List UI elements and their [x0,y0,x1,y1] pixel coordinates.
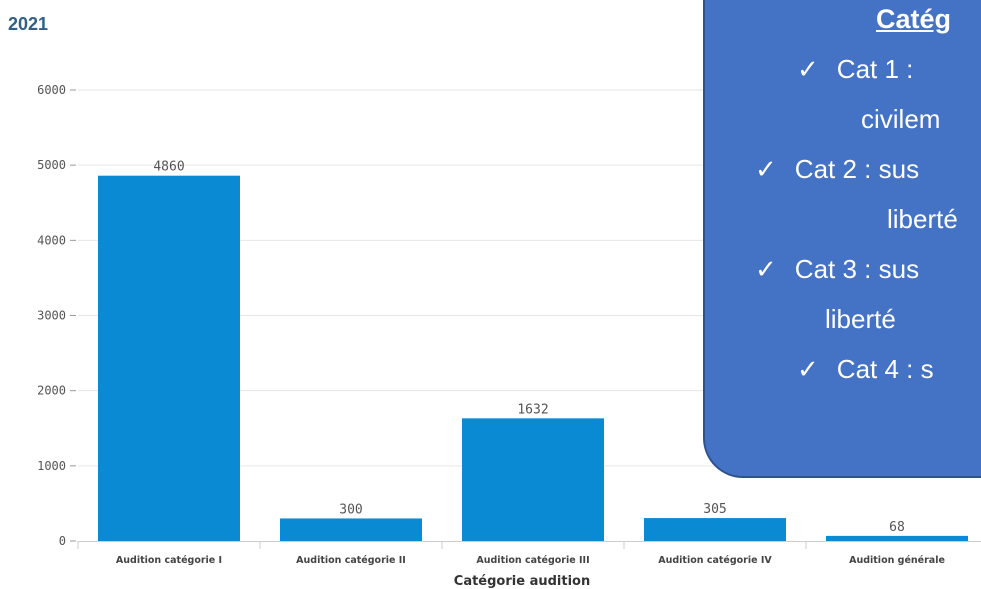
data-label: 68 [889,520,905,535]
data-label: 305 [703,502,726,517]
y-tick-label: 6000 [37,83,66,97]
y-tick-label: 1000 [37,459,66,473]
bar [98,175,240,541]
bar [280,518,422,541]
bar [826,535,968,541]
y-tick-label: 2000 [37,384,66,398]
checkmark-icon: ✓ [755,154,777,184]
x-tick-label: Audition catégorie II [296,555,406,566]
callout-item-cat1-cont: civilem [861,104,941,134]
bars: 4860 300 1632 305 68 [98,160,968,541]
x-tick-label: Audition catégorie I [116,555,222,566]
callout-item-cat4: ✓ Cat 4 : s [797,354,934,384]
bar [462,418,604,541]
y-tick-label: 5000 [37,158,66,172]
category-callout-box: Catég ✓ Cat 1 : civilem ✓ Cat 2 : sus libe… [703,0,981,478]
checkmark-icon: ✓ [755,254,777,284]
y-tick-label: 3000 [37,309,66,323]
checkmark-icon: ✓ [797,54,819,84]
x-tick-label: Audition catégorie III [476,555,589,566]
callout-item-cat2-cont: liberté [887,204,958,234]
y-axis-ticks: 0 1000 2000 3000 4000 5000 6000 [37,83,76,548]
callout-item-cat3-cont: liberté [825,304,896,334]
x-axis-title: Catégorie audition [454,574,590,589]
x-axis: Audition catégorie I Audition catégorie I… [77,541,981,566]
x-tick-label: Audition catégorie IV [658,555,772,566]
bar [644,518,786,541]
data-label: 300 [339,502,362,517]
callout-item-cat3: ✓ Cat 3 : sus [755,254,920,284]
chart-title: 2021 [8,14,49,34]
checkmark-icon: ✓ [797,354,819,384]
callout-title: Catég [876,4,952,34]
y-tick-label: 4000 [37,233,66,247]
y-tick-label: 0 [59,534,66,548]
data-label: 4860 [153,160,184,175]
callout-item-cat2: ✓ Cat 2 : sus [755,154,920,184]
data-label: 1632 [517,402,548,417]
callout-item-cat1: ✓ Cat 1 : [797,54,914,84]
x-tick-label: Audition générale [849,555,945,566]
